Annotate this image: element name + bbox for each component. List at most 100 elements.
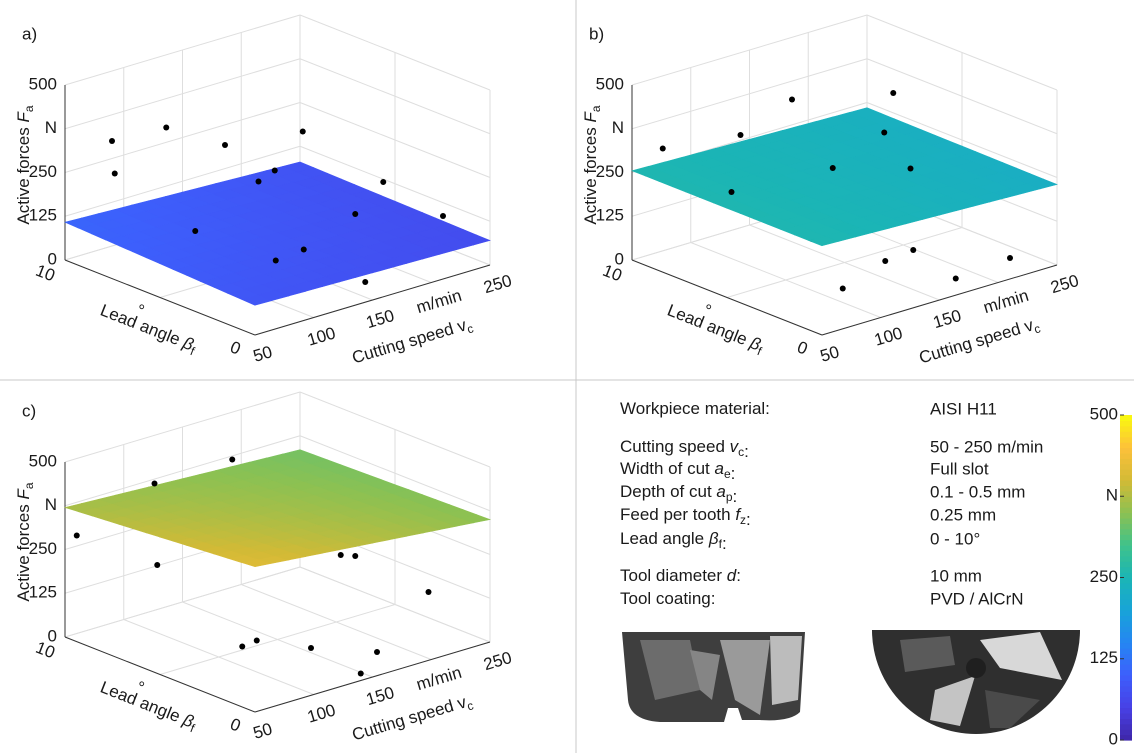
z-tick-label: 0 [48,249,57,268]
table-value: 0.1 - 0.5 mm [930,482,1025,501]
table-value: AISI H11 [930,399,997,418]
data-point [659,145,666,152]
colorbar-segment [1120,718,1132,725]
table-label-part: Feed per tooth [620,505,735,524]
z-axis-label-subscript: a [22,105,36,112]
colorbar-tick-label: 500 [1090,404,1118,423]
colorbar-segment [1120,685,1132,692]
colorbar-tick-label: 0 [1109,729,1118,748]
table-label: Tool diameter d: [620,566,741,585]
colorbar-segment [1120,458,1132,465]
tool-side-view [622,632,805,722]
colorbar-segment [1120,577,1132,584]
table-label-part: : [722,534,727,553]
grid-line [299,566,491,643]
table-value: Full slot [930,459,989,478]
data-point [910,247,917,253]
grid-line [64,391,301,463]
data-point [440,213,446,219]
z-tick-label: 125 [29,583,57,602]
table-label-symbol: v [730,437,740,456]
grid-line [299,391,491,468]
grid-line [631,58,868,130]
colorbar-segment [1120,512,1132,519]
colorbar-segment [1120,642,1132,649]
colorbar-segment [1120,572,1132,579]
grid-line [866,102,1058,178]
colorbar-segment [1120,415,1132,422]
grid-line [299,145,491,222]
grid-line [64,58,301,130]
surface-patch [282,161,315,173]
colorbar-segment [1120,734,1132,741]
colorbar-segment [1120,593,1132,600]
z-axis-label-part: Active forces [581,123,600,225]
grid-line [64,102,301,173]
colorbar-segment [1120,555,1132,562]
y-axis-label-subscript: f [188,344,197,358]
grid-line [64,145,301,217]
y-tick-label: 0 [227,714,243,735]
table-label-part: Workpiece material: [620,399,770,418]
data-point [882,258,889,264]
table-label-part: : [733,487,738,506]
z-tick-label: N [612,118,624,137]
data-point [229,456,236,463]
panel-label: c) [22,401,36,420]
x-tick-label: 50 [251,342,275,366]
grid-line [64,435,301,507]
colorbar-segment [1120,534,1132,541]
z-axis-label-subscript: a [22,482,36,489]
colorbar-segment [1120,675,1132,682]
colorbar-segment [1120,615,1132,622]
z-axis-label: Active forces Fa [14,482,36,601]
x-tick-label: 50 [251,719,275,743]
table-value: 50 - 250 m/min [930,437,1043,456]
data-point [192,228,199,234]
data-point [907,165,914,172]
table-label-symbol: d [727,566,737,585]
data-point [308,645,314,651]
z-axis-label-symbol: F [14,111,33,123]
data-point [362,279,369,285]
z-axis-label-subscript: a [589,105,603,112]
z-tick-label: 125 [596,206,624,225]
x-axis [254,641,491,713]
colorbar-segment [1120,566,1132,573]
colorbar-segment [1120,599,1132,606]
z-tick-label: 0 [615,249,624,268]
colorbar-segment [1120,647,1132,654]
y-axis-label-subscript: f [188,721,197,735]
table-label: Width of cut ae: [620,459,735,483]
z-tick-label: N [45,495,57,514]
z-tick-label: N [45,118,57,137]
data-point [789,96,795,103]
x-tick-label: 250 [481,271,514,297]
x-tick-label: 50 [818,342,842,366]
x-axis-label-subscript: c [465,699,475,714]
grid-line [299,435,491,512]
data-point [881,129,888,136]
x-axis-label-subscript: c [1032,322,1042,337]
colorbar-segment [1120,507,1132,514]
y-axis-label: Lead angle βf [96,678,199,736]
z-tick-label: 500 [29,74,57,93]
table-label: Lead angle βf: [620,529,727,553]
table-label-subscript: z [740,513,746,527]
x-tick-label: 100 [872,323,905,349]
data-point [357,670,364,677]
data-point [299,128,306,135]
x-tick-label: 150 [364,683,397,709]
colorbar-segment [1120,712,1132,719]
panel-label: b) [589,24,604,43]
surface-patch [849,107,882,119]
colorbar-segment [1120,474,1132,481]
z-axis-label: Active forces Fa [581,105,603,224]
x-axis [254,264,491,336]
table-label-part: : [736,566,741,585]
table-label-subscript: p [726,490,733,504]
data-point [255,178,262,185]
colorbar-segment [1120,691,1132,698]
data-point [272,257,279,264]
